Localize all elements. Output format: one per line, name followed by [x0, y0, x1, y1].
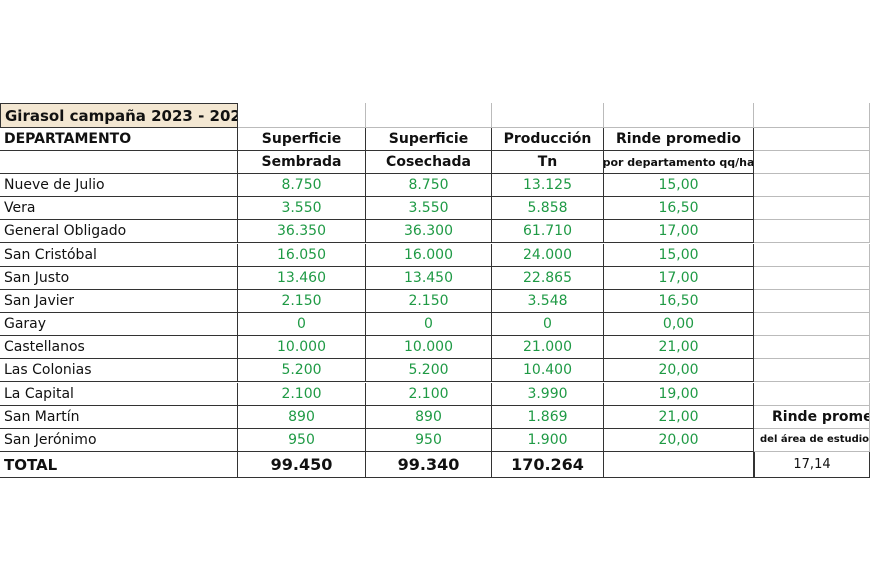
value-cell: 21,00: [604, 336, 754, 360]
column-subheader: Cosechada: [366, 151, 492, 174]
department-cell: San Jerónimo: [0, 428, 238, 452]
empty-cell: [754, 197, 870, 221]
empty-cell: [604, 452, 754, 478]
value-cell: 5.200: [366, 359, 492, 383]
empty-cell: [754, 243, 870, 267]
value-cell: 950: [238, 428, 366, 452]
empty-cell: [754, 220, 870, 244]
value-cell: 13.450: [366, 266, 492, 290]
empty-cell: [754, 289, 870, 313]
department-cell: San Cristóbal: [0, 243, 238, 267]
total-cell: 99.340: [366, 452, 492, 478]
empty-cell: [366, 103, 492, 128]
value-cell: 15,00: [604, 243, 754, 267]
value-cell: 0: [238, 313, 366, 337]
empty-cell: [754, 174, 870, 198]
value-cell: 17,00: [604, 220, 754, 244]
department-cell: Nueve de Julio: [0, 174, 238, 198]
value-cell: 20,00: [604, 428, 754, 452]
value-cell: 61.710: [492, 220, 604, 244]
value-cell: 24.000: [492, 243, 604, 267]
empty-cell: [754, 266, 870, 290]
value-cell: 19,00: [604, 382, 754, 406]
empty-cell: [754, 313, 870, 337]
value-cell: 3.548: [492, 289, 604, 313]
empty-cell: [492, 103, 604, 128]
empty-cell: [754, 151, 870, 174]
side-value: 17,14: [754, 452, 870, 478]
column-header: Producción: [492, 128, 604, 151]
department-cell: San Justo: [0, 266, 238, 290]
column-header: Rinde promedio: [604, 128, 754, 151]
empty-cell: [238, 103, 366, 128]
empty-cell: [754, 103, 870, 128]
column-subheader: por departamento qq/ha: [604, 151, 754, 174]
empty-cell: [754, 382, 870, 406]
value-cell: 22.865: [492, 266, 604, 290]
value-cell: 0: [366, 313, 492, 337]
value-cell: 890: [238, 405, 366, 429]
department-cell: La Capital: [0, 382, 238, 406]
value-cell: 2.150: [366, 289, 492, 313]
title: Girasol campaña 2023 - 2024: [0, 103, 238, 128]
value-cell: 3.990: [492, 382, 604, 406]
department-cell: Las Colonias: [0, 359, 238, 383]
value-cell: 13.460: [238, 266, 366, 290]
value-cell: 950: [366, 428, 492, 452]
value-cell: 16.050: [238, 243, 366, 267]
value-cell: 20,00: [604, 359, 754, 383]
column-subheader: Sembrada: [238, 151, 366, 174]
value-cell: 10.400: [492, 359, 604, 383]
department-cell: San Javier: [0, 289, 238, 313]
value-cell: 0: [492, 313, 604, 337]
column-header: Superficie: [366, 128, 492, 151]
value-cell: 16.000: [366, 243, 492, 267]
value-cell: 1.869: [492, 405, 604, 429]
total-cell: 99.450: [238, 452, 366, 478]
value-cell: 21.000: [492, 336, 604, 360]
department-cell: Castellanos: [0, 336, 238, 360]
value-cell: 3.550: [366, 197, 492, 221]
empty-cell: [754, 336, 870, 360]
value-cell: 2.100: [238, 382, 366, 406]
value-cell: 5.200: [238, 359, 366, 383]
value-cell: 2.150: [238, 289, 366, 313]
value-cell: 1.900: [492, 428, 604, 452]
value-cell: 16,50: [604, 197, 754, 221]
value-cell: 13.125: [492, 174, 604, 198]
column-subheader: Tn: [492, 151, 604, 174]
department-cell: Vera: [0, 197, 238, 221]
department-cell: San Martín: [0, 405, 238, 429]
empty-cell: [754, 128, 870, 151]
value-cell: 17,00: [604, 266, 754, 290]
total-cell: TOTAL: [0, 452, 238, 478]
value-cell: 36.350: [238, 220, 366, 244]
empty-cell: [0, 151, 238, 174]
empty-cell: [754, 359, 870, 383]
empty-cell: [604, 103, 754, 128]
value-cell: 0,00: [604, 313, 754, 337]
value-cell: 5.858: [492, 197, 604, 221]
value-cell: 2.100: [366, 382, 492, 406]
value-cell: 21,00: [604, 405, 754, 429]
value-cell: 15,00: [604, 174, 754, 198]
side-sublabel: del área de estudio q: [754, 428, 870, 452]
department-cell: General Obligado: [0, 220, 238, 244]
column-header: DEPARTAMENTO: [0, 128, 238, 151]
value-cell: 8.750: [366, 174, 492, 198]
value-cell: 36.300: [366, 220, 492, 244]
department-cell: Garay: [0, 313, 238, 337]
value-cell: 8.750: [238, 174, 366, 198]
column-header: Superficie: [238, 128, 366, 151]
value-cell: 3.550: [238, 197, 366, 221]
value-cell: 10.000: [238, 336, 366, 360]
side-label: Rinde promed: [754, 405, 870, 429]
value-cell: 16,50: [604, 289, 754, 313]
value-cell: 10.000: [366, 336, 492, 360]
total-cell: 170.264: [492, 452, 604, 478]
value-cell: 890: [366, 405, 492, 429]
